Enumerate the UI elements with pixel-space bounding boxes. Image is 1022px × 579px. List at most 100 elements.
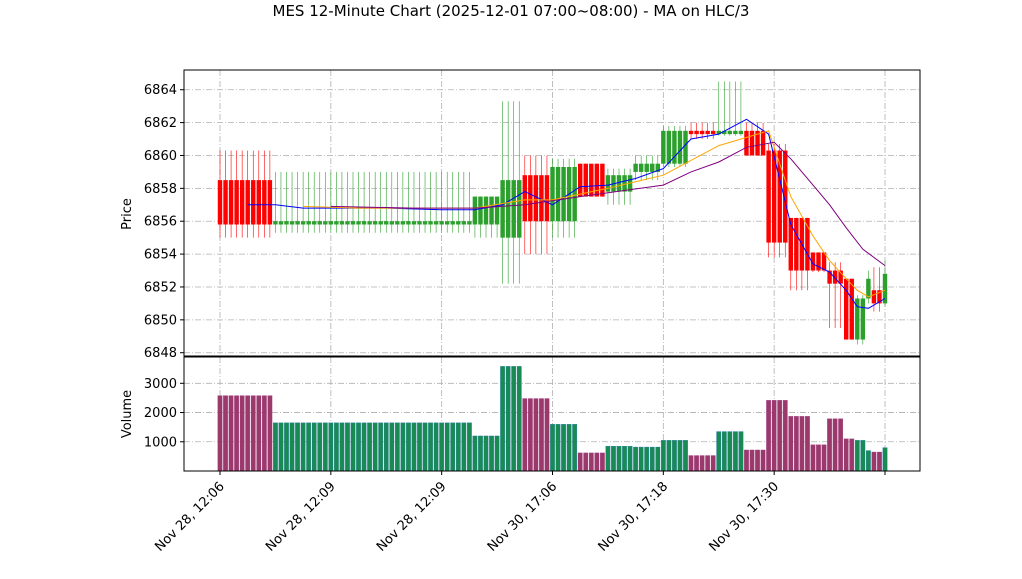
candle-body [650,163,655,172]
volume-tick-label: 2000 [144,406,177,421]
volume-bar [306,422,312,472]
candle-body [478,196,483,225]
volume-bar [433,422,439,472]
volume-bar [494,435,500,472]
volume-bar [843,438,849,472]
volume-y-ticks: 1000 2000 3000 [144,377,184,450]
candle-body [433,221,439,225]
volume-bar [705,455,711,472]
volume-bar [400,422,406,472]
volume-bar [378,422,384,472]
candle-body [483,196,489,225]
price-tick-label: 6848 [144,346,177,361]
candle-body [323,221,328,225]
volume-bar [406,422,411,472]
candle-body [633,163,638,172]
volume-bar [572,424,578,472]
candle-body [710,130,716,135]
candle-body [843,278,849,340]
x-tick-label: Nov 30, 17:06 [485,479,561,555]
volume-bar [234,395,239,472]
volume-bar [771,400,777,472]
candle-body [461,221,467,225]
candle-body [267,180,273,225]
candle-body [733,130,738,135]
candle-body [661,130,666,164]
volume-bar [777,400,783,472]
candle-body [472,196,478,225]
volume-bar [699,455,705,472]
price-tick-label: 6854 [144,248,177,263]
candle-body [251,180,256,225]
candle-body [760,130,766,156]
volume-bar [644,446,650,472]
candle-body [400,221,406,225]
volume-bar [649,446,655,472]
candle-body [273,221,278,225]
candle-body [395,221,400,225]
candle-body [860,298,866,340]
candle-body [666,130,672,164]
candle-body [306,221,311,225]
candle-body [450,221,455,225]
candle-body [882,273,888,304]
candle-body [855,298,860,340]
candle-body [522,175,528,222]
candle-body [755,130,760,156]
volume-bar [428,422,433,472]
candle-body [572,166,577,222]
candle-body [406,221,411,225]
volume-bar [755,449,760,472]
volume-bar [472,435,478,472]
price-y-ticks: 6848 6850 6852 6854 6856 6858 6860 6862 6864 [144,83,184,361]
candle-body [871,290,877,304]
volume-bar [250,395,256,472]
candle-body [738,130,744,135]
volume-bar [805,416,810,472]
candle-body [278,221,284,225]
candle-body [722,130,727,135]
candle-body [788,217,794,271]
volume-bar [544,398,550,472]
volume-bar [389,422,395,472]
candle-body [411,221,417,225]
volume-bar [683,440,688,472]
candle-body [356,221,361,225]
moving-average-line [330,141,886,267]
candle-body [550,166,555,222]
candle-body [256,180,262,225]
volume-bar [284,422,289,472]
candle-body [439,221,444,225]
price-tick-label: 6858 [144,182,177,197]
x-tick-label: Nov 28, 12:09 [263,479,339,555]
candle-body [262,180,267,225]
candle-body [699,130,705,135]
volume-bar [627,446,633,472]
candle-body [877,290,882,304]
volume-bar [854,440,860,472]
candle-body [555,166,561,222]
volume-bar [710,455,716,472]
volume-bar [827,418,832,472]
volume-bar [882,447,888,472]
candle-body [345,221,350,225]
volume-bar [228,395,234,472]
volume-bar [322,422,328,472]
volume-bar [866,450,871,472]
volume-tick-label: 1000 [144,435,177,450]
volume-bar [688,455,694,472]
volume-bar [483,435,489,472]
volume-bar [871,451,877,472]
candle-body [289,221,295,225]
candle-body [517,180,522,238]
x-tick-label: Nov 28, 12:06 [152,479,228,555]
candle-body [688,130,694,135]
volume-bar [550,424,555,472]
volume-bar [489,435,494,472]
volume-bar [217,395,223,472]
volume-bar [478,435,483,472]
candle-body [239,180,245,225]
volume-bar [372,422,378,472]
volume-bar [311,422,317,472]
volume-bar [339,422,345,472]
